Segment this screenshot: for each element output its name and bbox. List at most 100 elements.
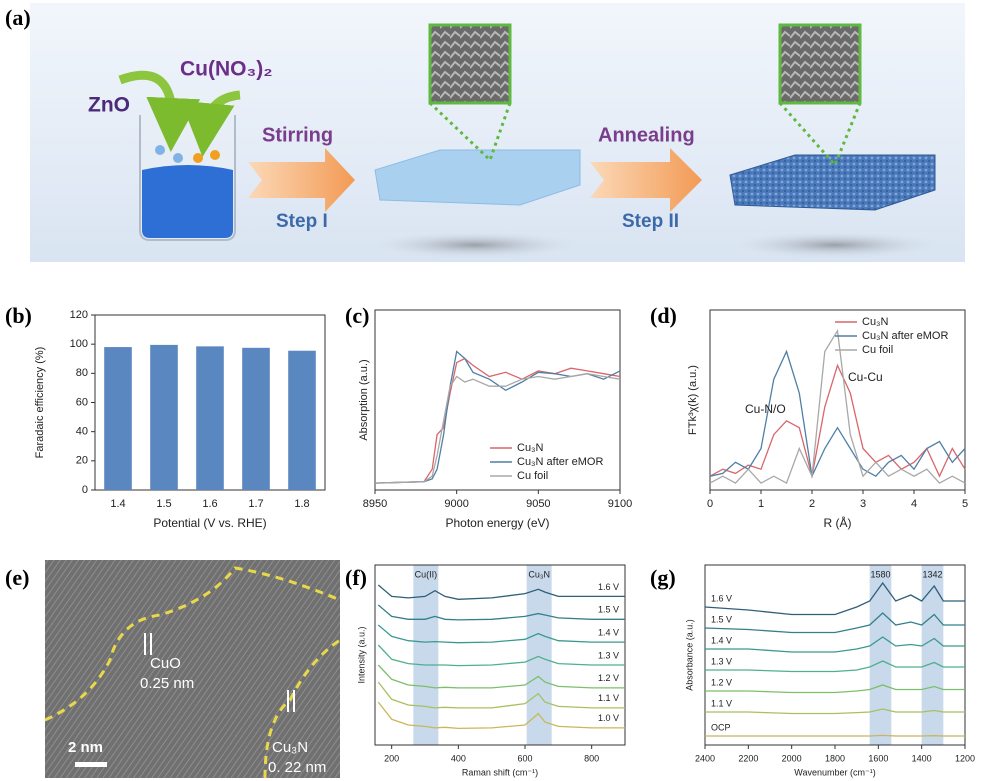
shadow bbox=[725, 231, 945, 259]
line-series bbox=[709, 328, 966, 485]
band-label: Cu₃N bbox=[528, 569, 550, 579]
series-label: 1.2 V bbox=[711, 677, 732, 687]
panel-label: (f) bbox=[345, 565, 367, 590]
phase-name: CuO bbox=[150, 655, 181, 672]
scale-bar-label: 2 nm bbox=[68, 739, 103, 756]
line-series bbox=[377, 701, 625, 730]
x-tick-label: 1200 bbox=[955, 753, 975, 763]
x-tick-label: 4 bbox=[911, 498, 917, 510]
bar bbox=[150, 344, 178, 490]
y-axis-label: Absorbance (a.u.) bbox=[684, 619, 694, 691]
reagent: Cu(NO₃)₂ bbox=[180, 58, 273, 81]
tem-image bbox=[45, 560, 340, 778]
line-series bbox=[377, 624, 625, 644]
sem-inset bbox=[778, 23, 862, 105]
bar bbox=[242, 347, 270, 490]
annotation: Cu-N/O bbox=[745, 402, 786, 416]
x-tick-label: 1600 bbox=[868, 753, 888, 763]
y-axis-label: Intensity (a.u.) bbox=[356, 626, 366, 683]
arrow bbox=[180, 90, 241, 157]
line-series bbox=[704, 581, 965, 616]
line-series bbox=[377, 584, 625, 600]
x-tick-label: 8950 bbox=[363, 498, 387, 510]
particle bbox=[210, 150, 220, 160]
x-tick-label: 200 bbox=[384, 753, 399, 763]
panel-label: (a) bbox=[5, 5, 31, 30]
x-tick-label: 1.5 bbox=[156, 498, 171, 510]
series-label: 1.4 V bbox=[598, 628, 619, 638]
line-series bbox=[377, 644, 625, 667]
panel-label: (c) bbox=[345, 303, 369, 328]
line-series bbox=[377, 681, 625, 709]
line-series bbox=[705, 684, 965, 694]
x-axis-label: Photon energy (eV) bbox=[445, 516, 549, 530]
particle bbox=[193, 153, 203, 163]
highlight-band bbox=[921, 565, 944, 745]
x-tick-label: 2 bbox=[809, 498, 815, 510]
process-arrow bbox=[248, 148, 355, 212]
arrow bbox=[118, 70, 201, 152]
shadow bbox=[365, 231, 585, 259]
process-arrow bbox=[590, 148, 702, 212]
legend-label: Cu foil bbox=[517, 470, 548, 482]
step-action: Stirring bbox=[262, 124, 333, 146]
x-tick-label: 2400 bbox=[695, 753, 715, 763]
legend-label: Cu₃N after eMOR bbox=[517, 456, 603, 468]
step-name: Step I bbox=[276, 211, 328, 232]
x-axis-label: Raman shift (cm⁻¹) bbox=[462, 767, 538, 777]
highlight-band bbox=[413, 565, 439, 745]
series-label: 1.1 V bbox=[711, 698, 732, 708]
bar bbox=[288, 350, 316, 490]
band-label: Cu(II) bbox=[415, 569, 438, 579]
plot-frame bbox=[374, 564, 626, 746]
particle bbox=[173, 153, 183, 163]
x-tick-label: 1.6 bbox=[202, 498, 217, 510]
band-label: 1342 bbox=[922, 569, 942, 579]
series-label: 1.3 V bbox=[598, 650, 619, 660]
x-tick-label: 5 bbox=[962, 498, 968, 510]
sem-inset bbox=[428, 23, 512, 105]
y-tick-label: 80 bbox=[76, 367, 88, 379]
x-tick-label: 1800 bbox=[825, 753, 845, 763]
substrate bbox=[729, 154, 936, 211]
step-name: Step II bbox=[622, 211, 679, 232]
y-tick-label: 40 bbox=[76, 426, 88, 438]
phase-boundary bbox=[263, 638, 341, 779]
x-tick-label: 9100 bbox=[608, 498, 632, 510]
bar bbox=[196, 346, 224, 490]
series-label: 1.3 V bbox=[711, 656, 732, 666]
x-axis-label: R (Å) bbox=[824, 515, 852, 530]
micrograph: (e) CuO 0.25 nm Cu₃N 0. 22 nm 2 nm bbox=[5, 560, 341, 779]
line-series bbox=[705, 660, 965, 673]
x-tick-label: 1.8 bbox=[294, 498, 309, 510]
phase-name: Cu₃N bbox=[272, 739, 308, 756]
line-series bbox=[705, 734, 965, 737]
y-tick-label: 100 bbox=[70, 338, 88, 350]
line-series bbox=[705, 708, 965, 715]
x-tick-label: 2200 bbox=[738, 753, 758, 763]
series-label: 1.0 V bbox=[598, 713, 619, 723]
series-label: 1.5 V bbox=[598, 605, 619, 615]
series-label: 1.4 V bbox=[711, 635, 732, 645]
reagent: ZnO bbox=[88, 94, 130, 117]
plot-frame bbox=[709, 309, 966, 491]
y-axis-label: FTk³χ(k) (a.u.) bbox=[687, 365, 699, 435]
particle bbox=[200, 137, 210, 147]
legend-label: Cu₃N bbox=[517, 442, 544, 454]
lattice-spacing: 0. 22 nm bbox=[268, 759, 326, 776]
x-tick-label: 2000 bbox=[782, 753, 802, 763]
line-series bbox=[377, 604, 625, 621]
line-series bbox=[709, 349, 966, 479]
line-series bbox=[705, 636, 965, 653]
line-series bbox=[704, 612, 965, 634]
legend-label: Cu₃N bbox=[862, 316, 889, 328]
panel-label: (g) bbox=[650, 565, 676, 590]
line-series bbox=[374, 357, 621, 484]
x-tick-label: 800 bbox=[584, 753, 599, 763]
plot-frame bbox=[374, 309, 621, 491]
x-tick-label: 9050 bbox=[526, 498, 550, 510]
substrate bbox=[374, 149, 581, 206]
zoom-lines bbox=[778, 102, 862, 168]
line-series bbox=[709, 363, 966, 478]
